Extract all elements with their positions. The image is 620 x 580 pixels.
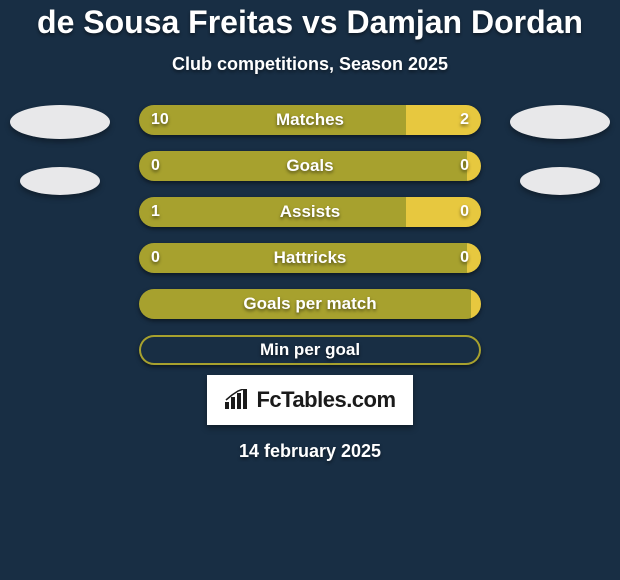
stat-right-fill	[467, 151, 481, 181]
stat-right-fill	[406, 105, 481, 135]
avatar-placeholder	[10, 105, 110, 139]
stat-row: Min per goal	[139, 335, 481, 365]
stat-left-fill	[139, 243, 467, 273]
stat-row: Goals per match	[139, 289, 481, 319]
stat-left-fill	[139, 105, 406, 135]
stat-row: Goals00	[139, 151, 481, 181]
stat-right-fill	[406, 197, 481, 227]
stat-right-fill	[471, 289, 481, 319]
comparison-panel: Matches102 Goals00 Assists10 Hattricks00 Goa…	[0, 105, 620, 462]
avatar-placeholder	[510, 105, 610, 139]
stat-left-fill	[139, 197, 406, 227]
avatar-placeholder	[20, 167, 100, 195]
right-player-avatars	[510, 105, 610, 195]
logo-text: FcTables.com	[256, 387, 395, 413]
avatar-placeholder	[520, 167, 600, 195]
stat-left-fill	[139, 151, 467, 181]
stat-row: Assists10	[139, 197, 481, 227]
footer-date: 14 february 2025	[0, 441, 620, 462]
stat-bars: Matches102 Goals00 Assists10 Hattricks00 Goa…	[139, 105, 481, 365]
subtitle: Club competitions, Season 2025	[0, 54, 620, 75]
stat-label: Min per goal	[139, 335, 481, 365]
stat-row: Matches102	[139, 105, 481, 135]
stat-row: Hattricks00	[139, 243, 481, 273]
stat-left-fill	[139, 289, 471, 319]
left-player-avatars	[10, 105, 110, 195]
page-title: de Sousa Freitas vs Damjan Dordan	[0, 0, 620, 40]
fctables-logo: FcTables.com	[207, 375, 413, 425]
stat-right-fill	[467, 243, 481, 273]
bar-chart-icon	[224, 389, 250, 411]
